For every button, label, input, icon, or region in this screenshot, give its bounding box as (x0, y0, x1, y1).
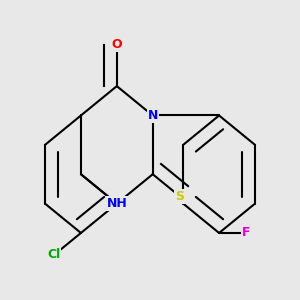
Text: O: O (112, 38, 122, 52)
Text: NH: NH (106, 197, 127, 210)
Text: F: F (242, 226, 250, 239)
Text: S: S (175, 190, 184, 203)
Text: Cl: Cl (47, 248, 61, 262)
Text: N: N (148, 109, 158, 122)
